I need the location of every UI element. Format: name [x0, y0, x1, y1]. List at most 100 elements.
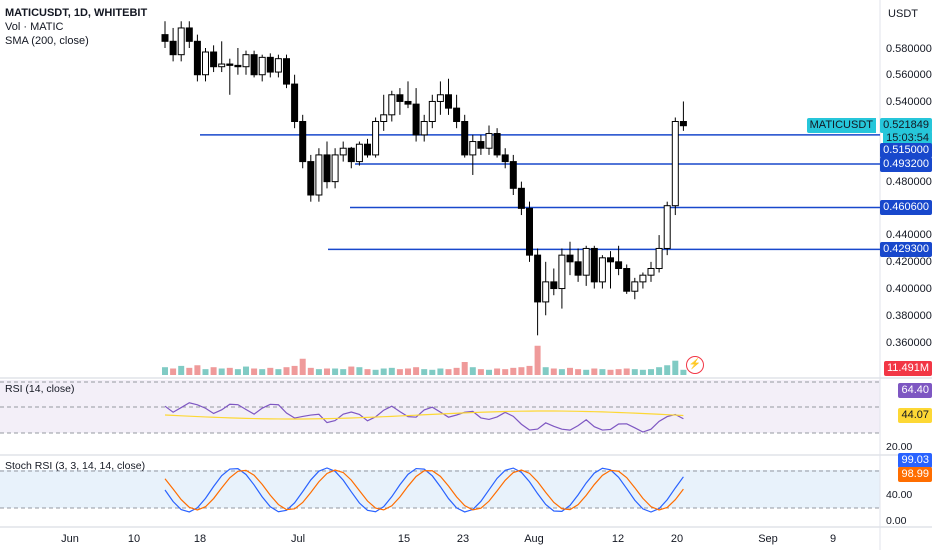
candle [274, 58, 282, 73]
volume-bar [445, 369, 452, 375]
volume-bar [324, 368, 330, 375]
stoch-axis-tick: 0.00 [886, 515, 907, 527]
candle [185, 27, 193, 42]
candle [517, 187, 525, 209]
candle [364, 143, 371, 156]
x-tick-label: 18 [194, 533, 206, 545]
volume-bar [567, 367, 573, 375]
volume-bar [421, 369, 428, 375]
x-tick-label: Sep [758, 533, 778, 545]
volume-bar [550, 368, 557, 375]
volume-bar [453, 367, 460, 375]
volume-bar [575, 369, 582, 375]
y-tick-label: 0.480000 [886, 176, 932, 188]
candle [315, 154, 323, 196]
volume-bar [315, 369, 322, 375]
volume-bar [615, 369, 622, 375]
candle [453, 107, 461, 122]
candle [436, 94, 444, 102]
candle [404, 100, 412, 105]
candle [509, 161, 517, 189]
volume-bar [486, 369, 492, 375]
volume-bar [356, 367, 363, 375]
candle [655, 247, 663, 269]
candle [331, 154, 339, 183]
volume-bar [510, 367, 517, 375]
rsi-background [0, 380, 880, 433]
candle [590, 247, 598, 283]
y-tick-label: 0.400000 [886, 283, 932, 295]
volume-bar [599, 369, 606, 375]
volume-bar [259, 369, 266, 375]
rsi-ma-tag: 44.07 [898, 408, 932, 423]
volume-bar [680, 369, 687, 375]
candle [380, 114, 388, 123]
volume-bar [494, 368, 501, 375]
x-tick-label: 15 [398, 533, 410, 545]
legend-sma: SMA (200, close) [5, 35, 89, 47]
x-tick-label: 12 [612, 533, 624, 545]
volume-bar [672, 360, 679, 375]
volume-bar [591, 368, 598, 375]
candle [477, 141, 485, 149]
candle [542, 281, 550, 303]
x-tick-label: Aug [524, 533, 544, 545]
candle [412, 103, 420, 136]
volume-bar [332, 368, 339, 375]
legend-symbol: MATICUSDT, 1D, WHITEBIT [5, 7, 148, 19]
volume-bar [502, 369, 509, 375]
candle [234, 64, 242, 68]
stoch-d-line [164, 469, 684, 511]
legend-volume: Vol · MATIC [5, 21, 64, 33]
volume-bar [413, 367, 420, 375]
candle [339, 147, 347, 156]
candle [679, 121, 687, 127]
volume-bar [307, 367, 314, 375]
y-tick-label: 0.360000 [886, 337, 932, 349]
volume-bar [372, 369, 379, 375]
x-tick-label: 9 [830, 533, 836, 545]
level-tag: 0.429300 [880, 242, 932, 257]
volume-bar [234, 369, 241, 375]
candle [461, 121, 469, 156]
candle [307, 161, 315, 196]
candle [469, 141, 477, 156]
lightning-icon[interactable]: ⚡ [686, 356, 704, 374]
stoch-k-line [164, 467, 684, 513]
y-tick-label: 0.540000 [886, 96, 932, 108]
candle [210, 51, 218, 68]
candle [242, 54, 250, 68]
volume-bar [526, 365, 533, 375]
volume-bar [291, 365, 298, 375]
candle [193, 40, 201, 76]
candle [501, 154, 509, 163]
candle [493, 133, 501, 156]
candle [647, 268, 655, 276]
volume-bar [170, 368, 177, 375]
volume-bar [639, 369, 646, 375]
candle [347, 147, 355, 163]
volume-bar [243, 366, 249, 375]
candle [226, 63, 234, 66]
candle [550, 281, 558, 290]
candle [598, 257, 606, 283]
candle [355, 143, 363, 163]
stoch-d-tag: 98.99 [898, 467, 932, 482]
volume-bar [396, 369, 403, 375]
x-tick-label: Jul [291, 533, 305, 545]
candle [445, 94, 452, 109]
volume-bar [656, 367, 663, 375]
candle [396, 94, 404, 102]
volume-bar [518, 367, 525, 375]
candle [299, 121, 307, 163]
candle [202, 51, 209, 76]
candle [639, 274, 647, 283]
rsi-axis-tick: 20.00 [886, 441, 913, 453]
volume-bar [623, 368, 630, 375]
volume-bar [648, 369, 654, 375]
stoch-k-tag: 99.03 [898, 453, 932, 468]
volume-bar [340, 369, 347, 375]
volume-bar [583, 369, 590, 375]
volume-bar [388, 367, 395, 375]
candle [177, 27, 185, 56]
